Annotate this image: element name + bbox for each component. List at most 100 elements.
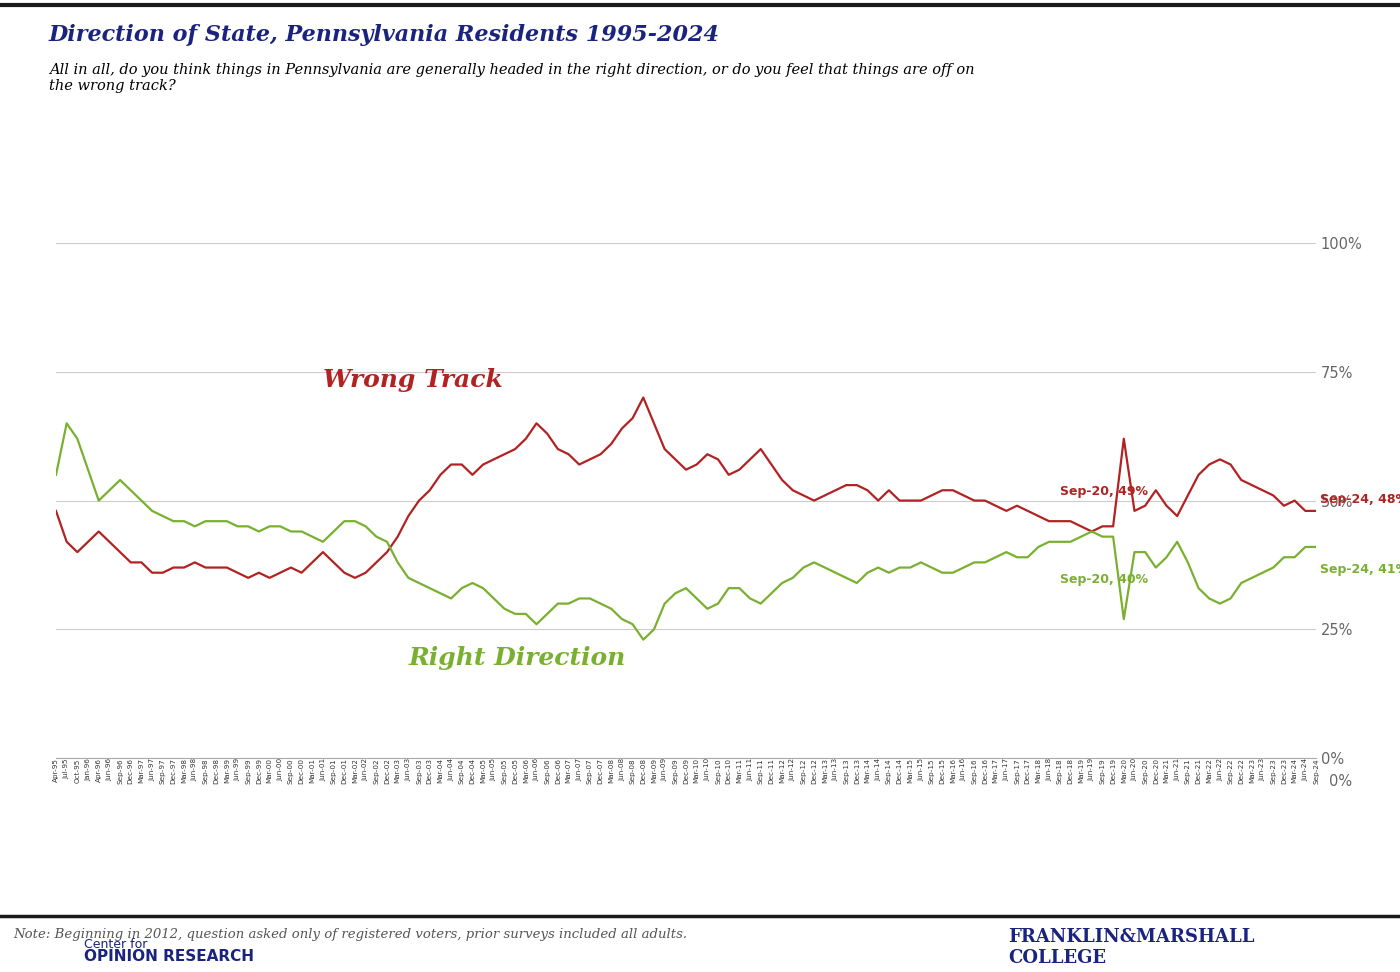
Text: Jun-09: Jun-09 <box>662 758 668 781</box>
Text: Sep-24: Sep-24 <box>1313 758 1319 783</box>
Text: Sep-01: Sep-01 <box>330 758 336 783</box>
Text: Dec-20: Dec-20 <box>1152 758 1159 784</box>
Text: Mar-19: Mar-19 <box>1078 758 1084 783</box>
Text: Sep-07: Sep-07 <box>587 758 592 783</box>
Text: Sep-04: Sep-04 <box>459 758 465 783</box>
Text: Jun-98: Jun-98 <box>192 758 197 781</box>
Text: Mar-97: Mar-97 <box>139 758 144 783</box>
Text: Sep-24, 48%: Sep-24, 48% <box>1320 493 1400 506</box>
Text: Jun-07: Jun-07 <box>577 758 582 781</box>
Text: Mar-09: Mar-09 <box>651 758 657 783</box>
Text: Mar-08: Mar-08 <box>608 758 615 783</box>
Text: Sep-23: Sep-23 <box>1270 758 1277 783</box>
Text: Jun-11: Jun-11 <box>748 758 753 781</box>
Text: Sep-22: Sep-22 <box>1228 758 1233 783</box>
Text: Sep-24, 41%: Sep-24, 41% <box>1320 563 1400 575</box>
Text: Sep-20, 40%: Sep-20, 40% <box>1060 573 1148 586</box>
Text: Mar-03: Mar-03 <box>395 758 400 783</box>
Text: Mar-13: Mar-13 <box>822 758 827 783</box>
Text: Dec-02: Dec-02 <box>384 758 391 784</box>
Text: Jun-06: Jun-06 <box>533 758 539 781</box>
Text: Right Direction: Right Direction <box>409 646 626 671</box>
Text: Jun-10: Jun-10 <box>704 758 710 781</box>
Text: Dec-13: Dec-13 <box>854 758 860 784</box>
Text: Sep-00: Sep-00 <box>288 758 294 783</box>
Text: Mar-16: Mar-16 <box>951 758 956 783</box>
Text: Jun-18: Jun-18 <box>1046 758 1051 781</box>
Text: Dec-16: Dec-16 <box>981 758 988 784</box>
Text: Jun-97: Jun-97 <box>150 758 155 781</box>
Text: Jun-16: Jun-16 <box>960 758 966 781</box>
Text: Sep-16: Sep-16 <box>972 758 977 783</box>
Text: Mar-14: Mar-14 <box>865 758 871 783</box>
Text: Mar-99: Mar-99 <box>224 758 230 783</box>
Text: Dec-04: Dec-04 <box>469 758 476 784</box>
Text: Mar-24: Mar-24 <box>1292 758 1298 783</box>
Text: Jun-14: Jun-14 <box>875 758 881 781</box>
Text: Dec-19: Dec-19 <box>1110 758 1116 784</box>
Text: Dec-01: Dec-01 <box>342 758 347 784</box>
Text: Dec-99: Dec-99 <box>256 758 262 784</box>
Text: Sep-18: Sep-18 <box>1057 758 1063 783</box>
Text: Direction of State, Pennsylvania Residents 1995-2024: Direction of State, Pennsylvania Residen… <box>49 24 720 47</box>
Text: Jun-01: Jun-01 <box>321 758 326 781</box>
Text: Dec-22: Dec-22 <box>1238 758 1245 784</box>
Text: Jun-04: Jun-04 <box>448 758 454 781</box>
Text: Jun-17: Jun-17 <box>1004 758 1009 781</box>
Text: OPINION RESEARCH: OPINION RESEARCH <box>84 949 253 964</box>
Text: Sep-08: Sep-08 <box>630 758 636 783</box>
Text: Sep-05: Sep-05 <box>501 758 507 783</box>
Text: Sep-14: Sep-14 <box>886 758 892 783</box>
Text: Sep-19: Sep-19 <box>1099 758 1106 783</box>
Text: Wrong Track: Wrong Track <box>323 368 503 393</box>
Text: Jun-13: Jun-13 <box>833 758 839 781</box>
Text: Mar-20: Mar-20 <box>1121 758 1127 783</box>
Text: FRANKLIN&MARSHALL
COLLEGE: FRANKLIN&MARSHALL COLLEGE <box>1008 928 1254 967</box>
Text: Dec-23: Dec-23 <box>1281 758 1287 784</box>
Text: Sep-10: Sep-10 <box>715 758 721 783</box>
Text: Mar-06: Mar-06 <box>522 758 529 783</box>
Text: Sep-21: Sep-21 <box>1184 758 1191 783</box>
Text: Dec-07: Dec-07 <box>598 758 603 784</box>
Text: Mar-22: Mar-22 <box>1207 758 1212 783</box>
Text: Jun-02: Jun-02 <box>363 758 368 781</box>
Text: Center for: Center for <box>84 938 147 952</box>
Text: Sep-09: Sep-09 <box>672 758 679 783</box>
Text: Sep-13: Sep-13 <box>843 758 850 783</box>
Text: Dec-11: Dec-11 <box>769 758 774 784</box>
Text: Mar-21: Mar-21 <box>1163 758 1169 783</box>
Text: Apr-95: Apr-95 <box>53 758 59 782</box>
Text: Mar-02: Mar-02 <box>351 758 358 783</box>
Text: Sep-06: Sep-06 <box>545 758 550 783</box>
Text: Jun-99: Jun-99 <box>235 758 241 781</box>
Text: Jun-12: Jun-12 <box>790 758 795 781</box>
Text: Sep-97: Sep-97 <box>160 758 165 783</box>
Text: Dec-00: Dec-00 <box>298 758 305 784</box>
Text: Sep-03: Sep-03 <box>416 758 421 783</box>
Text: Jun-20: Jun-20 <box>1131 758 1137 781</box>
Text: Dec-08: Dec-08 <box>640 758 647 784</box>
Text: Dec-21: Dec-21 <box>1196 758 1201 784</box>
Text: Dec-17: Dec-17 <box>1025 758 1030 784</box>
Text: Jun-24: Jun-24 <box>1302 758 1309 781</box>
Text: Mar-10: Mar-10 <box>693 758 700 783</box>
Text: Jun-19: Jun-19 <box>1089 758 1095 781</box>
Text: Mar-05: Mar-05 <box>480 758 486 783</box>
Text: Jun-05: Jun-05 <box>491 758 497 781</box>
Text: Jun-03: Jun-03 <box>406 758 412 781</box>
Text: Dec-15: Dec-15 <box>939 758 945 784</box>
Text: 0%: 0% <box>1329 774 1352 789</box>
Text: Apr-96: Apr-96 <box>95 758 102 782</box>
Text: All in all, do you think things in Pennsylvania are generally headed in the righ: All in all, do you think things in Penns… <box>49 63 974 93</box>
Text: Dec-12: Dec-12 <box>811 758 818 784</box>
Text: Mar-12: Mar-12 <box>780 758 785 783</box>
Text: Mar-18: Mar-18 <box>1036 758 1042 783</box>
Text: Sep-02: Sep-02 <box>374 758 379 783</box>
Text: Mar-04: Mar-04 <box>437 758 444 783</box>
Text: Mar-23: Mar-23 <box>1249 758 1254 783</box>
Text: Mar-11: Mar-11 <box>736 758 742 783</box>
Text: Dec-10: Dec-10 <box>725 758 732 784</box>
Text: Dec-06: Dec-06 <box>554 758 561 784</box>
Text: Sep-20: Sep-20 <box>1142 758 1148 783</box>
Text: Oct-95: Oct-95 <box>74 758 80 782</box>
